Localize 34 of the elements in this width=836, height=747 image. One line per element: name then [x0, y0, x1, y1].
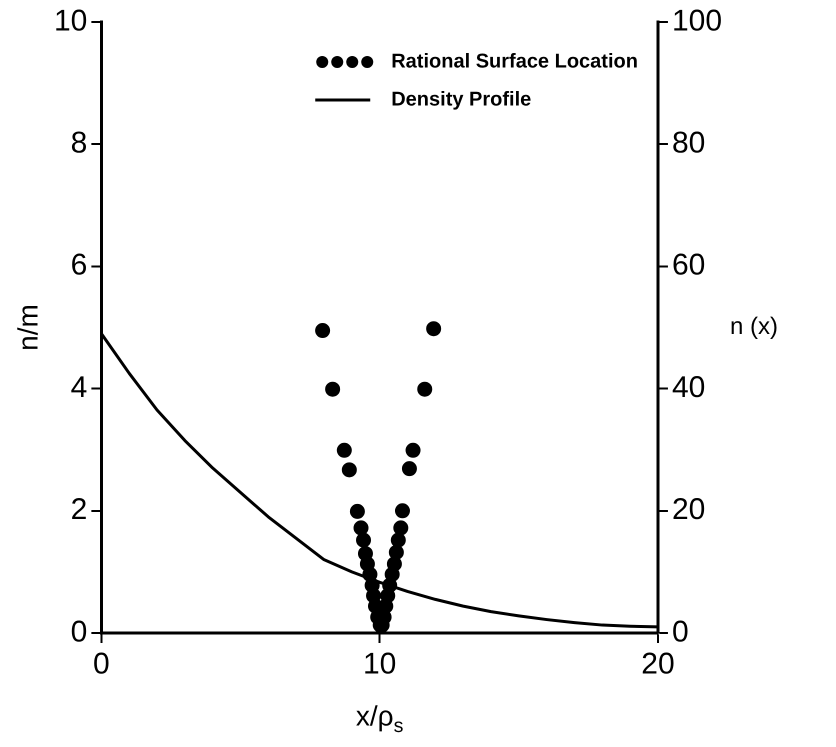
y-tick-label: 10 [54, 4, 88, 38]
y2-tick-label: 80 [672, 126, 706, 160]
point [342, 462, 357, 478]
x-tick-label: 10 [362, 647, 396, 680]
point [393, 520, 408, 536]
point [402, 461, 417, 476]
point [325, 382, 340, 397]
y-tick-label: 0 [70, 615, 88, 648]
y-tick-label: 2 [70, 493, 88, 526]
y-tick-label: 4 [70, 370, 88, 404]
point [388, 544, 404, 560]
y-tick-label: 6 [70, 248, 88, 282]
legend-label: Rational Surface Location [391, 50, 638, 73]
x-tick-label: 0 [93, 647, 110, 680]
y-axis-title: n/m [12, 304, 44, 351]
point [426, 321, 442, 336]
point [417, 382, 432, 397]
y2-tick-label: 100 [672, 4, 722, 38]
point [350, 504, 365, 519]
point [336, 442, 352, 458]
point [354, 520, 369, 536]
y2-tick-label: 20 [672, 493, 706, 526]
point [394, 503, 410, 518]
y2-tick-label: 0 [672, 615, 689, 648]
point [406, 442, 421, 458]
point [315, 323, 330, 338]
x-tick-label: 20 [641, 647, 675, 680]
y2-axis-title: n (x) [730, 313, 778, 340]
y2-tick-label: 60 [672, 248, 706, 282]
y2-tick-label: 40 [672, 370, 706, 404]
legend-label: Density Profile [391, 88, 532, 111]
point [390, 532, 406, 548]
point [356, 532, 372, 548]
y-tick-label: 8 [70, 126, 88, 160]
